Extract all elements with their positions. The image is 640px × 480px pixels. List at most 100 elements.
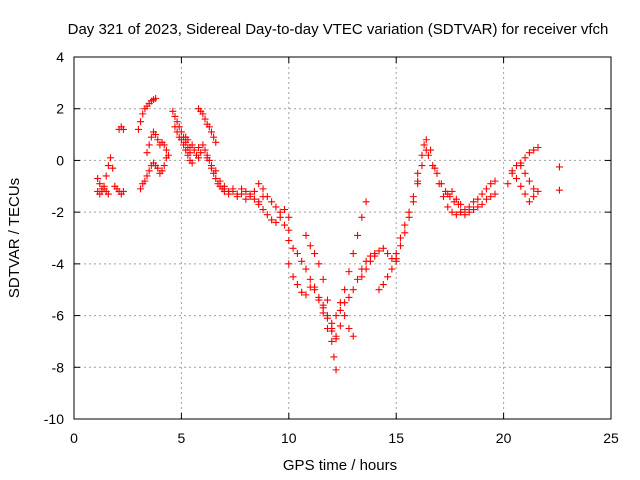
data-point [521,154,529,162]
series-sat-t [332,198,370,320]
data-point [332,366,340,374]
data-point [102,172,110,180]
data-point [285,237,293,245]
data-point [173,118,181,126]
data-point [328,337,336,345]
data-point [285,213,293,221]
data-point [173,128,181,136]
data-point [452,211,460,219]
data-point [169,107,177,115]
series-sat-u [336,250,379,314]
data-point [152,131,160,139]
data-point [330,353,338,361]
data-point [487,193,495,201]
y-tick-label: 0 [56,152,64,168]
data-point [158,167,166,175]
data-point [349,286,357,294]
data-point [160,162,168,170]
x-axis-label: GPS time / hours [283,457,397,474]
data-point [119,187,127,195]
data-point [388,265,396,273]
data-point [255,180,263,188]
data-point [302,265,310,273]
data-point [302,231,310,239]
data-point [201,146,209,154]
data-point [298,288,306,296]
data-point [439,193,447,201]
data-point [379,281,387,289]
data-point [465,208,473,216]
data-point [525,198,533,206]
series-sat-v [358,244,400,281]
data-point [259,206,267,214]
data-point [349,332,357,340]
data-point [104,162,112,170]
data-point [255,200,263,208]
data-point [319,309,327,317]
data-point [147,133,155,141]
data-point [474,203,482,211]
data-point [220,182,228,190]
data-point [336,322,344,330]
x-tick-label: 25 [603,430,619,446]
data-point [345,325,353,332]
data-point [203,154,211,162]
data-point [332,332,340,340]
data-point [396,234,404,242]
data-point [311,250,319,258]
data-point [482,185,490,193]
data-point [396,242,404,250]
data-point [180,141,188,149]
data-point [263,211,271,219]
data-point [521,190,529,198]
data-point [530,185,538,193]
data-point [306,275,314,283]
data-point [197,149,205,157]
data-point [491,177,499,185]
data-point [289,273,297,281]
series-sat-x [392,146,430,258]
data-point [504,180,512,188]
data-point [517,182,525,190]
data-point [293,281,301,289]
data-point [437,180,445,188]
data-point [96,180,104,188]
data-point [143,149,151,157]
data-point [345,268,353,276]
data-point [341,312,349,320]
data-point [242,187,250,195]
data-point [225,187,233,195]
data-point [184,136,192,144]
data-point [448,187,456,195]
data-point [482,195,490,203]
data-point [293,250,301,258]
y-tick-label: -4 [52,256,65,272]
data-point [358,213,366,221]
data-point [332,312,340,320]
data-point [306,283,314,291]
data-point [405,208,413,216]
data-point [418,151,426,159]
data-point [171,112,179,120]
data-point [418,162,426,170]
series-sat-dd [508,167,542,206]
series-sat-m [203,154,267,206]
data-point [165,151,173,159]
data-point [341,299,349,307]
data-point [457,208,465,216]
series-sat-g [143,128,173,159]
data-point [555,186,563,194]
data-point [154,164,162,172]
data-point [414,177,422,185]
data-point [143,172,151,180]
data-point [216,177,224,185]
data-point [349,250,357,258]
data-point [207,128,215,136]
data-point [414,169,422,177]
data-point [281,221,289,229]
data-point [530,193,538,201]
data-point [210,133,218,141]
data-point [534,144,542,151]
data-point [212,138,220,146]
